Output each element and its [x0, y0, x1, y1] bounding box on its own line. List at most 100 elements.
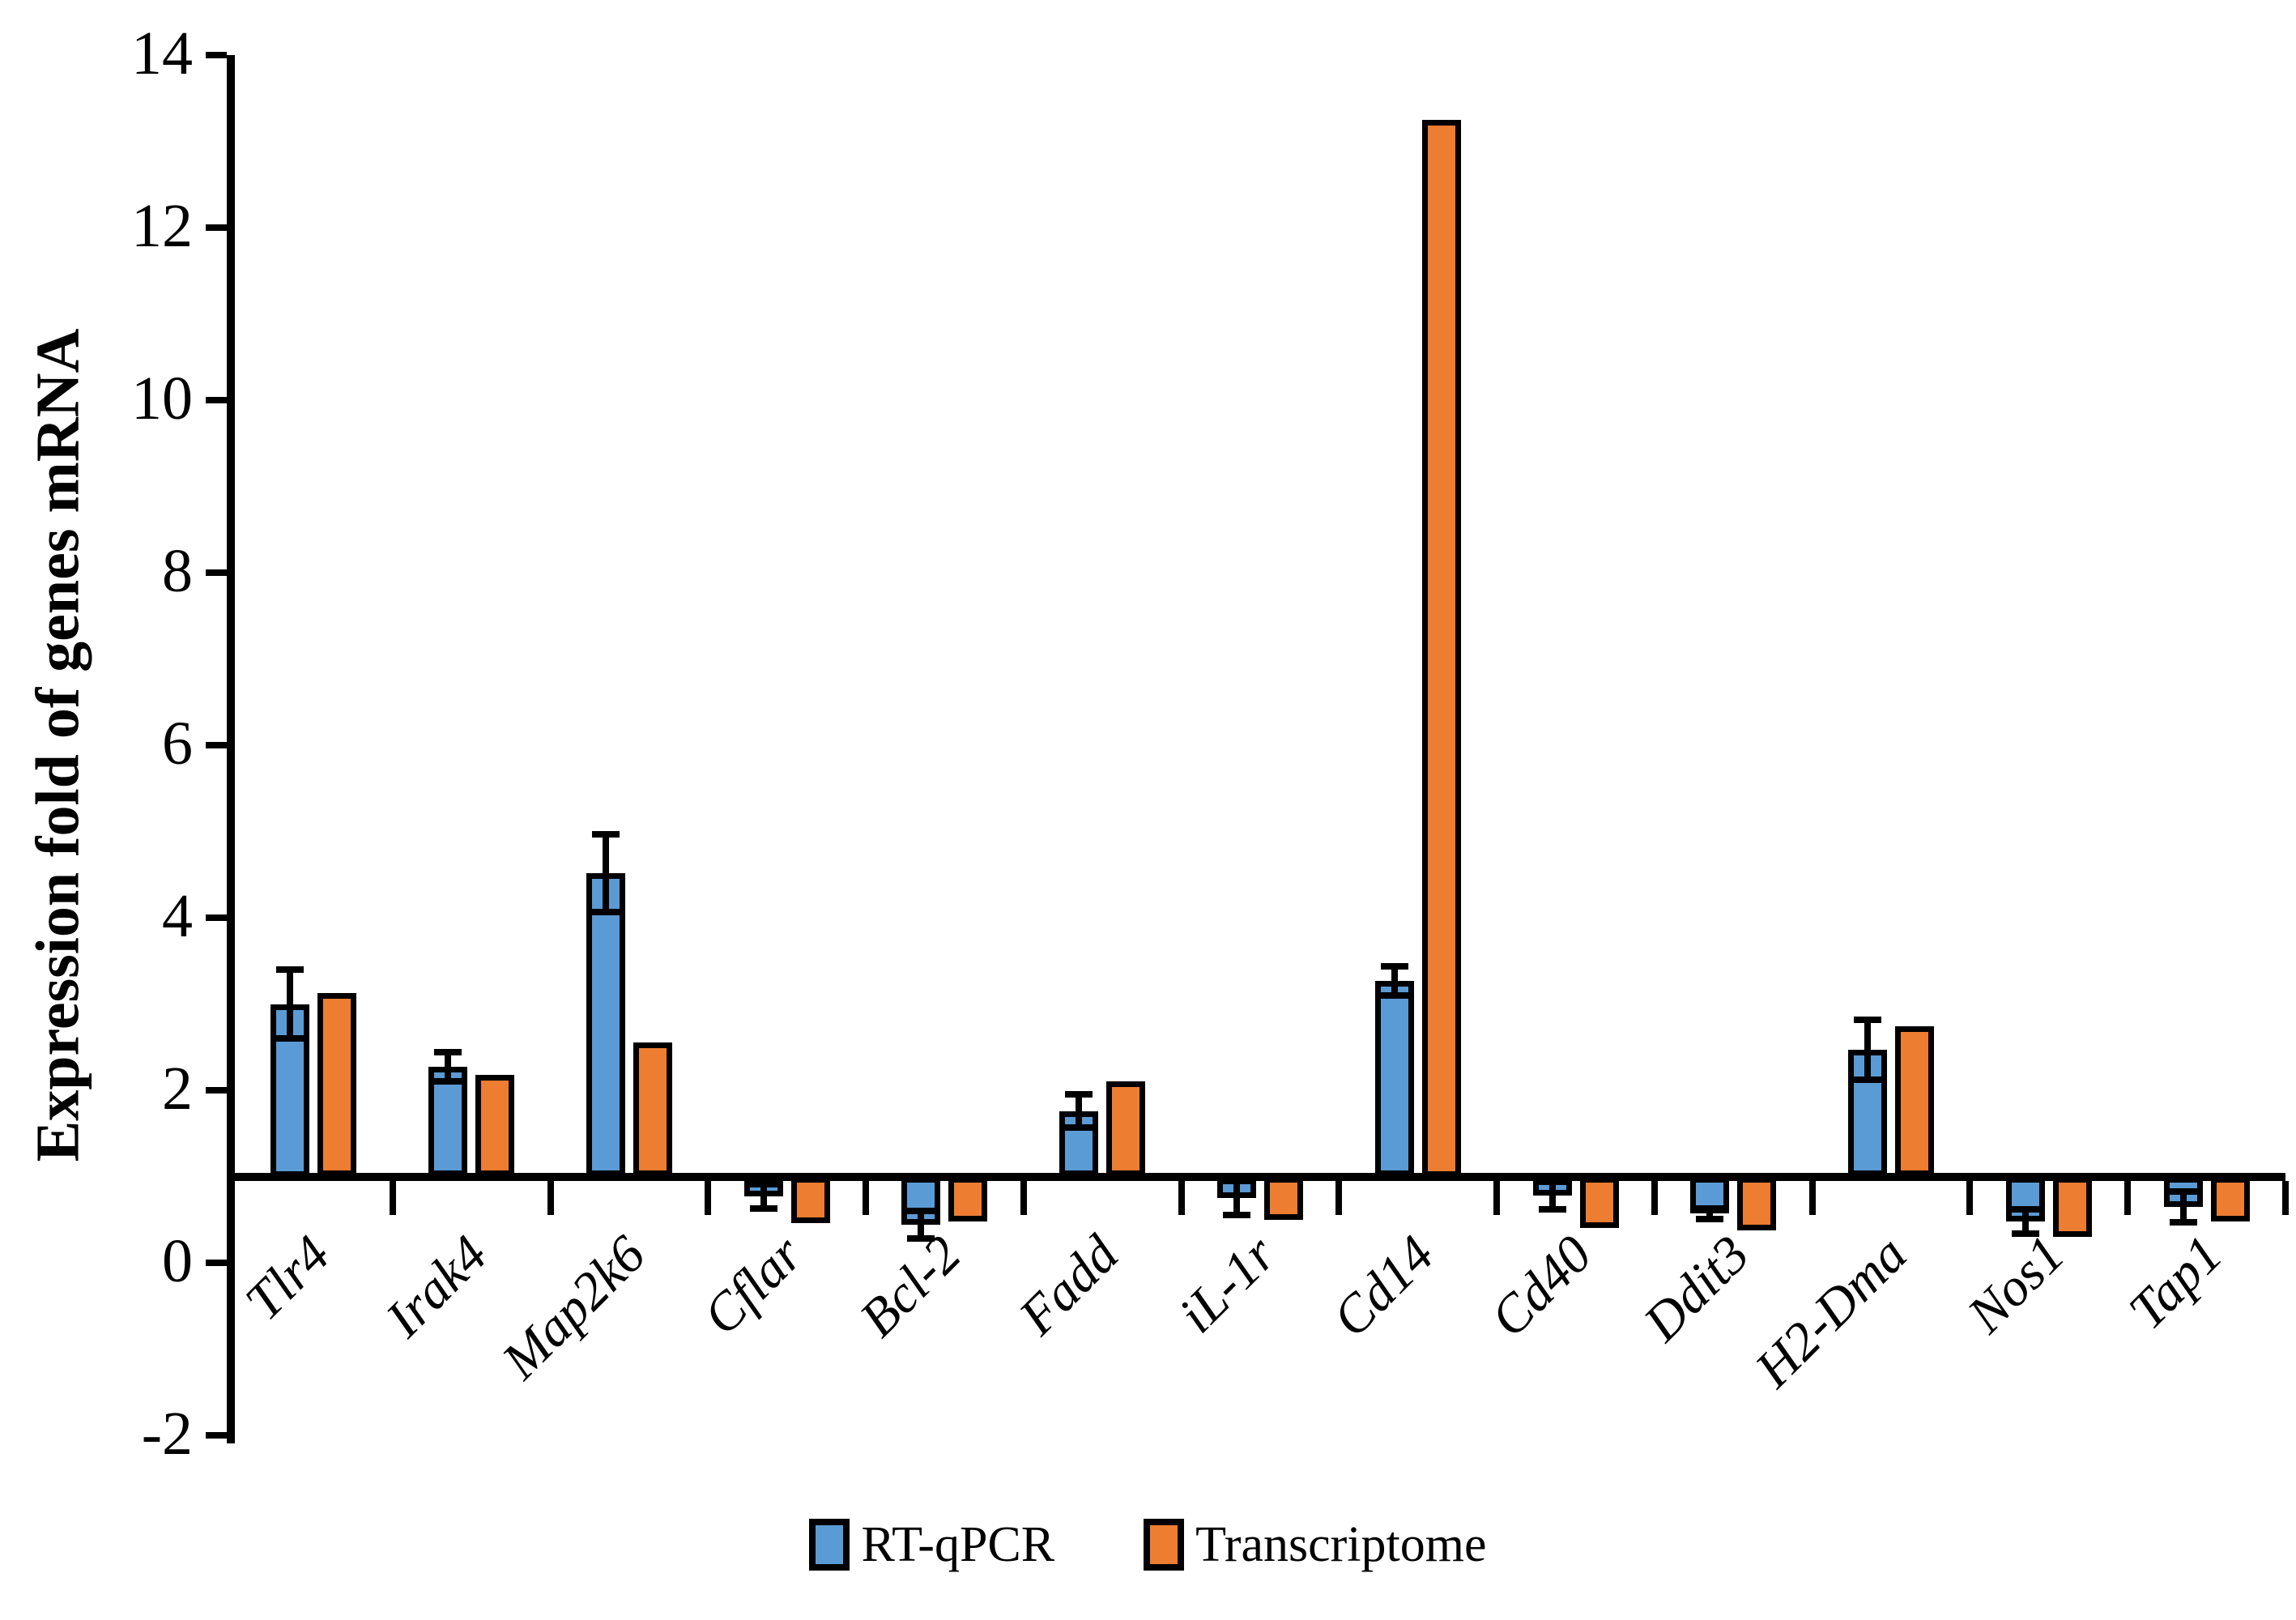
- error-bar-cap-bottom-Tlr4: [276, 1035, 305, 1042]
- error-bar-whisker-Ddit3: [1706, 1208, 1714, 1219]
- error-bar-cap-top-Irak4: [434, 1049, 462, 1056]
- x-category-label-Cd14: Cd14: [1321, 1224, 1446, 1349]
- y-tick-label: 14: [131, 19, 193, 87]
- x-axis-tick: [1178, 1180, 1185, 1215]
- error-bar-cap-bottom-Cd14: [1380, 991, 1408, 999]
- error-bar-cap-top-iL-1r: [1223, 1177, 1250, 1184]
- x-category-label-Fadd: Fadd: [1007, 1224, 1130, 1346]
- error-bar-whisker-Nos1: [2021, 1209, 2029, 1234]
- bar-rt-qpcr-Cd14: [1374, 980, 1414, 1177]
- bar-transcriptome-iL-1r: [1264, 1176, 1303, 1220]
- x-axis-tick: [389, 1180, 396, 1215]
- y-axis-tick: [206, 397, 227, 403]
- bar-transcriptome-Map2k6: [633, 1042, 672, 1177]
- x-axis-line: [227, 1172, 2285, 1181]
- error-bar-cap-top-H2-Dma: [1854, 1016, 1882, 1023]
- error-bar-whisker-Bcl-2: [918, 1211, 925, 1239]
- y-tick-label: -2: [141, 1400, 193, 1468]
- error-bar-cap-top-Cflar: [749, 1181, 777, 1188]
- error-bar-cap-top-Tap1: [2169, 1187, 2197, 1195]
- legend: RT-qPCR Transcriptome: [0, 1516, 2296, 1573]
- x-axis-tick: [2282, 1180, 2289, 1215]
- error-bar-cap-bottom-Fadd: [1065, 1123, 1093, 1131]
- error-bar-cap-top-Tlr4: [276, 966, 305, 973]
- x-axis-tick: [1651, 1180, 1658, 1215]
- y-axis-tick: [206, 1087, 227, 1094]
- x-axis-tick: [1493, 1180, 1501, 1215]
- error-bar-whisker-Cd40: [1548, 1181, 1556, 1209]
- error-bar-cap-bottom-Cd40: [1538, 1205, 1566, 1213]
- bar-transcriptome-Bcl-2: [948, 1176, 988, 1221]
- x-category-label-Ddit3: Ddit3: [1632, 1224, 1761, 1353]
- y-tick-label: 2: [162, 1055, 193, 1123]
- bar-transcriptome-Fadd: [1106, 1081, 1146, 1177]
- error-bar-cap-bottom-H2-Dma: [1854, 1076, 1882, 1084]
- bar-transcriptome-Tap1: [2210, 1176, 2250, 1221]
- error-bar-whisker-iL-1r: [1233, 1180, 1240, 1216]
- x-category-label-Tlr4: Tlr4: [233, 1224, 341, 1332]
- bar-transcriptome-H2-Dma: [1895, 1026, 1935, 1177]
- bar-transcriptome-Cd40: [1579, 1176, 1619, 1229]
- bar-transcriptome-Tlr4: [317, 992, 357, 1177]
- y-axis-line: [227, 55, 235, 1443]
- legend-item-transcriptome: Transcriptome: [1144, 1516, 1487, 1573]
- error-bar-cap-top-Nos1: [2011, 1205, 2039, 1213]
- bar-transcriptome-Nos1: [2052, 1176, 2092, 1238]
- error-bar-cap-bottom-iL-1r: [1223, 1212, 1250, 1219]
- y-axis-tick: [206, 224, 227, 231]
- x-axis-tick: [1808, 1180, 1816, 1215]
- y-axis-tick: [206, 569, 227, 576]
- y-tick-label: 8: [162, 537, 193, 605]
- bar-rt-qpcr-Map2k6: [586, 872, 625, 1177]
- x-axis-tick: [547, 1180, 554, 1215]
- error-bar-whisker-Tap1: [2179, 1191, 2187, 1222]
- error-bar-whisker-H2-Dma: [1864, 1019, 1872, 1081]
- y-axis-tick: [206, 52, 227, 58]
- x-category-label-Tap1: Tap1: [2117, 1224, 2234, 1341]
- error-bar-whisker-Fadd: [1076, 1094, 1083, 1128]
- x-category-label-Cflar: Cflar: [692, 1224, 815, 1347]
- error-bar-cap-bottom-Nos1: [2011, 1230, 2039, 1237]
- y-axis-tick: [206, 1432, 227, 1439]
- x-axis-tick: [705, 1180, 712, 1215]
- y-axis-tick: [206, 742, 227, 748]
- error-bar-cap-top-Cd14: [1380, 962, 1408, 970]
- error-bar-whisker-Irak4: [445, 1052, 452, 1082]
- x-axis-tick: [2124, 1180, 2132, 1215]
- bar-transcriptome-Cd14: [1421, 119, 1461, 1177]
- x-axis-tick: [1335, 1180, 1343, 1215]
- x-axis-tick: [1020, 1180, 1027, 1215]
- x-category-label-Nos1: Nos1: [1956, 1224, 2077, 1345]
- y-tick-label: 12: [131, 192, 193, 260]
- x-category-label-Cd40: Cd40: [1479, 1224, 1604, 1349]
- x-category-label-Map2k6: Map2k6: [490, 1224, 657, 1391]
- error-bar-cap-top-Fadd: [1065, 1091, 1093, 1098]
- error-bar-whisker-Cd14: [1391, 966, 1398, 995]
- error-bar-cap-bottom-Bcl-2: [907, 1235, 935, 1243]
- y-axis-tick: [206, 914, 227, 921]
- error-bar-whisker-Tlr4: [287, 969, 294, 1039]
- x-category-label-iL-1r: iL-1r: [1167, 1224, 1288, 1345]
- error-bar-whisker-Map2k6: [602, 833, 609, 912]
- bar-rt-qpcr-Tlr4: [270, 1004, 310, 1177]
- legend-label-transcriptome: Transcriptome: [1195, 1517, 1487, 1572]
- y-axis-tick: [206, 1260, 227, 1266]
- x-category-label-H2-Dma: H2-Dma: [1744, 1224, 1919, 1399]
- x-category-label-Irak4: Irak4: [374, 1224, 499, 1349]
- x-axis-tick: [1966, 1180, 1974, 1215]
- bar-transcriptome-Irak4: [475, 1074, 515, 1177]
- error-bar-cap-top-Ddit3: [1696, 1204, 1724, 1212]
- legend-label-rt-qpcr: RT-qPCR: [861, 1517, 1055, 1572]
- legend-item-rt-qpcr: RT-qPCR: [809, 1516, 1054, 1573]
- error-bar-whisker-Cflar: [760, 1184, 767, 1209]
- bar-transcriptome-Ddit3: [1737, 1176, 1777, 1230]
- error-bar-cap-bottom-Ddit3: [1696, 1215, 1724, 1222]
- legend-swatch-transcriptome: [1144, 1519, 1185, 1571]
- error-bar-cap-bottom-Irak4: [434, 1078, 462, 1085]
- error-bar-cap-top-Bcl-2: [907, 1208, 935, 1215]
- bar-transcriptome-Cflar: [790, 1176, 830, 1223]
- legend-swatch-rt-qpcr: [809, 1519, 850, 1571]
- y-tick-label: 4: [162, 882, 193, 950]
- error-bar-cap-bottom-Cflar: [749, 1204, 777, 1212]
